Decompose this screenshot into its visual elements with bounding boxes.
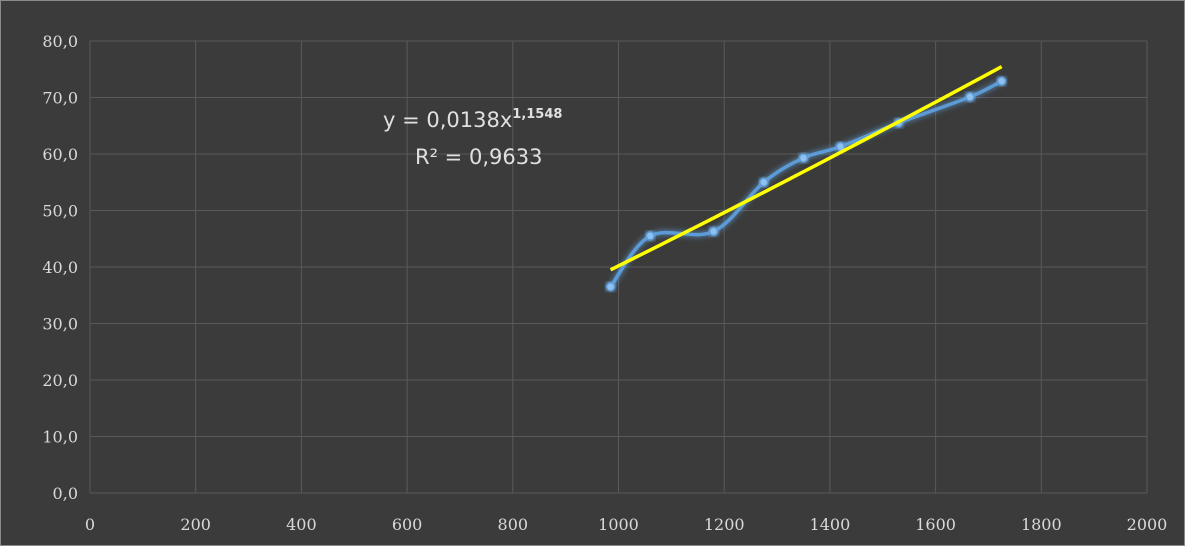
trendline-path: [609, 65, 1003, 272]
data-point: [645, 231, 655, 241]
data-point: [605, 282, 616, 292]
y-tick-label: 40,0: [42, 258, 78, 277]
x-tick-label: 1000: [598, 515, 639, 534]
equation-label: y = 0,0138x1,1548 R² = 0,9633: [383, 107, 562, 169]
x-tick-label: 600: [392, 515, 423, 534]
y-tick-label: 30,0: [42, 315, 78, 334]
y-tick-label: 50,0: [42, 202, 78, 221]
x-tick-label: 800: [498, 515, 529, 534]
x-tick-label: 2000: [1127, 515, 1168, 534]
x-tick-label: 1600: [915, 515, 956, 534]
y-tick-label: 10,0: [42, 428, 78, 447]
data-point: [996, 76, 1007, 86]
x-tick-label: 1400: [810, 515, 851, 534]
data-point: [965, 92, 975, 102]
y-tick-label: 20,0: [42, 371, 78, 390]
series-line: [609, 79, 1003, 288]
y-tick-label: 60,0: [42, 145, 78, 164]
trendline-r-squared: R² = 0,9633: [415, 145, 542, 169]
trendline-exponent: 1,1548: [512, 107, 562, 122]
trendline-equation: y = 0,0138x1,1548: [383, 107, 562, 132]
y-tick-label: 0,0: [53, 484, 78, 503]
x-tick-label: 400: [286, 515, 317, 534]
y-tick-label: 70,0: [42, 89, 78, 108]
x-tick-label: 0: [85, 515, 95, 534]
data-point: [798, 153, 809, 163]
y-tick-label: 80,0: [42, 32, 78, 51]
x-tick-label: 200: [180, 515, 211, 534]
x-tick-label: 1200: [704, 515, 745, 534]
axes: 0,0 10,0 20,0 30,0 40,0 50,0 60,0 70,0 80,0 0 200 4…: [42, 32, 1167, 534]
data-point: [708, 226, 719, 237]
data-series: [605, 76, 1007, 292]
data-point: [759, 177, 769, 187]
trendline: [609, 65, 1003, 272]
x-tick-label: 1800: [1021, 515, 1062, 534]
